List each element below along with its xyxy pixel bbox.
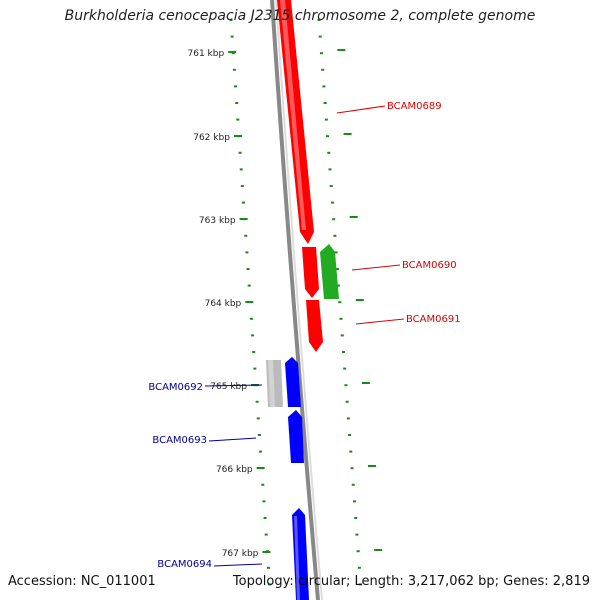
gene-label-bcam0691: BCAM0691 <box>406 314 461 325</box>
gene-label-bcam0690: BCAM0690 <box>402 260 457 271</box>
backbone-shadow <box>275 0 323 600</box>
gene-label-bcam0689: BCAM0689 <box>387 101 442 112</box>
tick-label: 763 kbp <box>199 216 236 226</box>
gene-arrow-bcam0691 <box>306 300 323 352</box>
gene-arrow-bcam0693 <box>288 410 304 463</box>
tick-label: 761 kbp <box>188 49 225 59</box>
gene-arrow-bcam0689b <box>302 247 319 298</box>
gene-arrow-sheen <box>268 360 275 407</box>
tick-label: 764 kbp <box>205 299 242 309</box>
gene-label-bcam0692: BCAM0692 <box>148 382 203 393</box>
backbone-line <box>270 0 320 600</box>
tick-label: 765 kbp <box>210 382 247 392</box>
gene-arrow-bcam0690 <box>320 244 339 299</box>
gene-leader-line <box>351 264 401 271</box>
gene-arrow-bcam0694 <box>292 508 309 600</box>
gene-leader-line <box>336 105 386 114</box>
gene-label-bcam0694: BCAM0694 <box>157 559 212 570</box>
topology-text: Topology: circular; Length: 3,217,062 bp… <box>232 574 590 589</box>
gene-arrow-grey <box>266 360 283 407</box>
gene-arrow-sheen <box>294 516 300 600</box>
gene-label-bcam0693: BCAM0693 <box>152 435 207 446</box>
accession-text: Accession: NC_011001 <box>8 574 156 589</box>
gene-leader-line <box>213 563 263 567</box>
gene-arrow-bcam0692 <box>285 357 301 407</box>
gene-leader-line <box>204 384 263 387</box>
tick-label: 767 kbp <box>222 549 259 559</box>
gene-arrow-sheen <box>280 0 306 230</box>
gene-arrow-bcam0689 <box>277 0 314 244</box>
gene-leader-line <box>208 437 257 442</box>
tick-label: 766 kbp <box>216 465 253 475</box>
gene-leader-line <box>355 318 405 325</box>
map-title: Burkholderia cenocepacia J2315 chromosom… <box>64 8 536 24</box>
tick-label: 762 kbp <box>193 133 230 143</box>
